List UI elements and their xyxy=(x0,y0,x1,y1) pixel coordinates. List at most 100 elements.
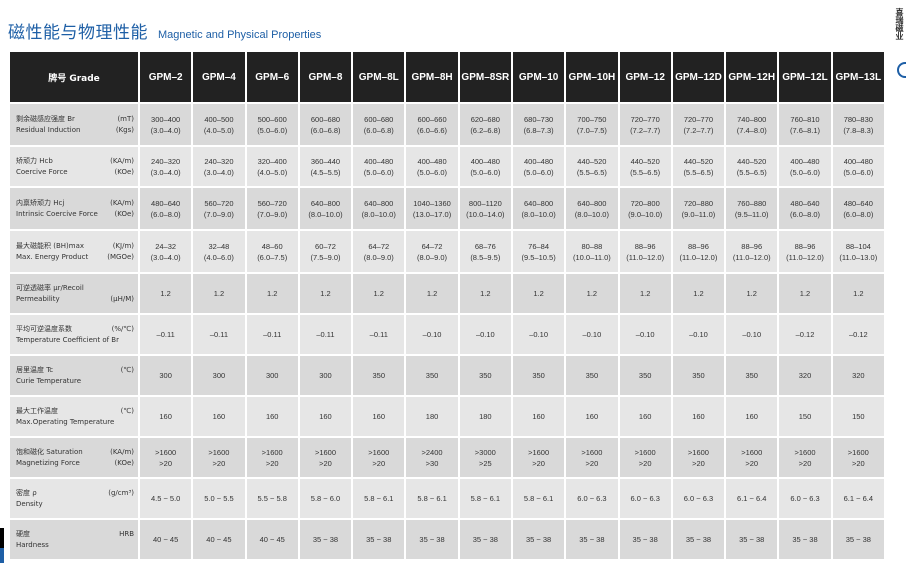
property-value-cell: 32–48 (4.0–6.0) xyxy=(193,231,245,272)
property-value-cell: 320 xyxy=(779,356,831,395)
value-secondary: >20 xyxy=(265,458,279,468)
grade-column-header: GPM–10H xyxy=(566,52,618,102)
value-primary: 1.2 xyxy=(160,289,171,298)
property-value-cell: 1.2 xyxy=(459,274,511,313)
value-primary: 500–600 xyxy=(257,114,287,124)
property-value-cell: 320–400 (4.0–5.0) xyxy=(246,147,298,186)
value-primary: 5.8 ~ 6.0 xyxy=(310,494,341,503)
value-primary: 440–520 xyxy=(737,156,767,166)
value-secondary: (11.0–12.0) xyxy=(626,252,665,262)
property-value-cell: 400–480 (5.0–6.0) xyxy=(459,147,511,186)
value-primary: 1.2 xyxy=(213,289,225,298)
value-primary: 1.2 xyxy=(639,289,651,298)
value-secondary: (5.5–6.5) xyxy=(683,167,714,177)
property-value-cell: 1.2 xyxy=(726,274,778,313)
property-value-cell: 480–640 (6.0–8.0) xyxy=(779,188,831,229)
value-primary: 240–320 xyxy=(204,156,234,166)
property-value-cell: 35 ~ 38 xyxy=(512,520,565,559)
property-value-cell: 88–96 (11.0–12.0) xyxy=(726,231,778,272)
value-primary: 160 xyxy=(532,412,545,421)
property-unit-secondary: (KOe) xyxy=(114,458,135,467)
grade-column-header: GPM–8SR xyxy=(459,52,511,102)
property-value-cell: 720–770 (7.2–7.7) xyxy=(672,104,725,145)
value-primary: 600–680 xyxy=(364,114,394,124)
value-primary: 60–72 xyxy=(315,241,336,251)
property-value-cell: 620–680 (6.2–6.8) xyxy=(459,104,511,145)
value-primary: 4.5 ~ 5.0 xyxy=(150,494,181,503)
value-primary: 400–480 xyxy=(364,156,394,166)
value-secondary: (6.2–6.8) xyxy=(470,125,501,135)
value-primary: 320 xyxy=(852,371,865,380)
value-primary: 5.8 ~ 6.1 xyxy=(417,494,447,503)
property-value-cell: 150 xyxy=(832,397,884,436)
property-name-cn: 居里温度 Tc xyxy=(16,365,54,374)
property-value-cell: 300–400 (3.0–4.0) xyxy=(140,104,192,145)
property-value-cell: 5.8 ~ 6.1 xyxy=(353,479,405,518)
property-unit-secondary: (Kgs) xyxy=(115,125,134,134)
value-primary: 320–400 xyxy=(257,156,287,166)
value-primary: –0.10 xyxy=(475,330,495,339)
property-value-cell: 560–720 (7.0–9.0) xyxy=(246,188,298,229)
value-primary: 1.2 xyxy=(533,289,544,298)
table-row: 最大磁能积 (BH)max (KJ/m) Max. Energy Product (M… xyxy=(10,231,884,272)
property-value-cell: 35 ~ 38 xyxy=(459,520,511,559)
property-value-cell: 35 ~ 38 xyxy=(672,520,725,559)
value-primary: >1600 xyxy=(208,447,230,457)
value-primary: 32–48 xyxy=(208,241,230,251)
property-value-cell: >1600 >20 xyxy=(566,438,618,477)
property-value-cell: 35 ~ 38 xyxy=(353,520,405,559)
value-primary: >1600 xyxy=(261,447,283,457)
brand-mark-icon xyxy=(897,62,906,78)
property-value-cell: 350 xyxy=(672,356,725,395)
property-name-en: Density xyxy=(16,499,43,508)
value-primary: >1600 xyxy=(687,447,709,457)
property-value-cell: >1600 >20 xyxy=(726,438,778,477)
property-value-cell: 88–96 (11.0–12.0) xyxy=(779,231,831,272)
value-secondary: (6.0–7.5) xyxy=(257,252,288,262)
grade-column-header: GPM–10 xyxy=(512,52,565,102)
value-primary: 160 xyxy=(159,412,172,421)
value-primary: 300 xyxy=(265,371,279,380)
property-value-cell: 1.2 xyxy=(566,274,618,313)
value-primary: 88–96 xyxy=(634,241,656,251)
property-value-cell: 1.2 xyxy=(619,274,671,313)
grade-column-header: GPM–8H xyxy=(406,52,458,102)
property-label: 密度 ρ (g/cm³) Density xyxy=(10,479,138,518)
property-unit-primary: (℃) xyxy=(120,365,134,374)
property-value-cell: –0.10 xyxy=(726,315,778,354)
value-primary: 600–660 xyxy=(417,114,447,124)
property-value-cell: >1600 >20 xyxy=(832,438,884,477)
value-secondary: (9.5–10.5) xyxy=(521,252,556,262)
value-primary: 40 ~ 45 xyxy=(153,535,179,544)
value-primary: 64–72 xyxy=(368,241,390,251)
value-primary: 1.2 xyxy=(586,289,598,298)
property-name-en: Residual Induction xyxy=(16,125,81,134)
property-value-cell: 300 xyxy=(246,356,298,395)
property-unit-primary: (℃) xyxy=(120,406,134,415)
table-row: 平均可逆温度系数 (%/℃) Temperature Coefficient of … xyxy=(10,315,884,354)
property-value-cell: 400–480 (5.0–6.0) xyxy=(512,147,565,186)
value-secondary: (5.0–6.0) xyxy=(470,167,501,177)
value-primary: 160 xyxy=(212,412,226,421)
table-row: 饱和磁化 Saturation (KA/m) Magnetizing Force (K… xyxy=(10,438,884,477)
value-secondary: (6.0–8.0) xyxy=(843,209,874,219)
value-primary: 400–480 xyxy=(417,156,447,166)
value-primary: 350 xyxy=(638,371,652,380)
value-secondary: (6.0–8.0) xyxy=(790,209,821,219)
property-value-cell: 1.2 xyxy=(406,274,458,313)
value-primary: 160 xyxy=(372,412,386,421)
value-primary: 360–440 xyxy=(310,156,341,166)
property-value-cell: >1600 >20 xyxy=(193,438,245,477)
value-primary: 5.0 ~ 5.5 xyxy=(204,494,234,503)
property-name-en: Magnetizing Force xyxy=(16,458,80,467)
value-primary: 5.8 ~ 6.1 xyxy=(523,494,554,503)
property-value-cell: 760–880 (9.5–11.0) xyxy=(726,188,778,229)
property-value-cell: 640–800 (8.0–10.0) xyxy=(512,188,565,229)
value-primary: –0.10 xyxy=(635,330,655,339)
property-value-cell: 180 xyxy=(406,397,458,436)
grade-column-header: GPM–6 xyxy=(246,52,298,102)
value-secondary: (11.0–13.0) xyxy=(839,252,878,262)
value-primary: >1600 xyxy=(847,447,869,457)
property-value-cell: 800–1120 (10.0–14.0) xyxy=(459,188,511,229)
table-row: 剩余磁感应强度 Br (mT) Residual Induction (Kgs) 300… xyxy=(10,104,884,145)
